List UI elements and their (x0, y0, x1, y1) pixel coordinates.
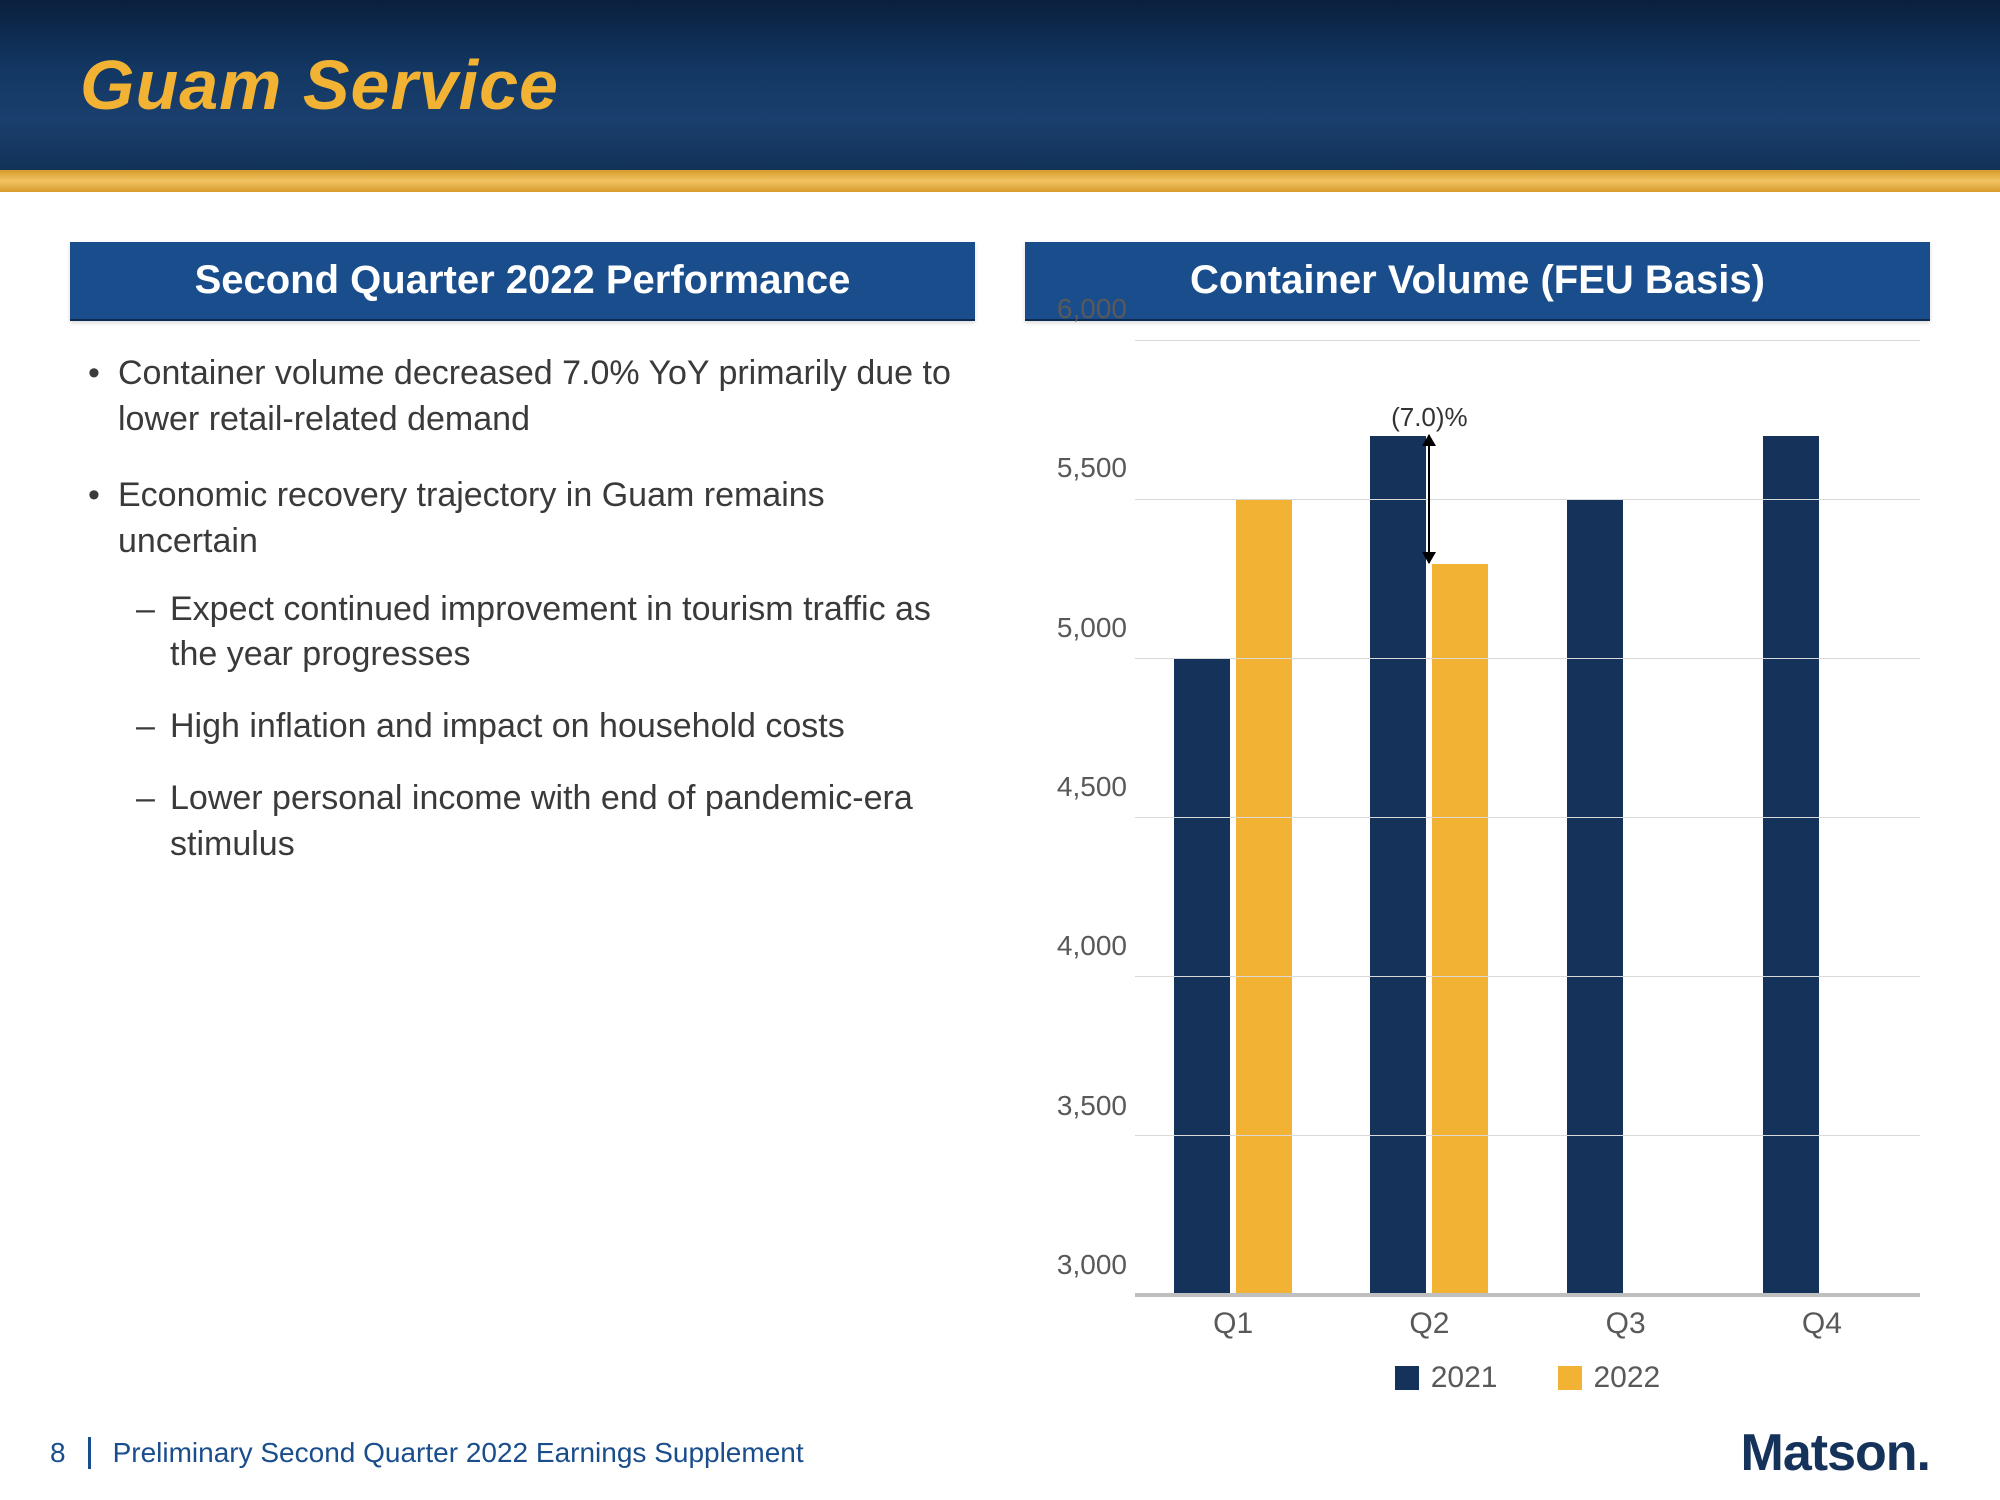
slide-header: Guam Service (0, 0, 2000, 170)
bullet-item: Economic recovery trajectory in Guam rem… (80, 473, 965, 868)
bar-group (1528, 341, 1724, 1295)
chart-annotation: (7.0)% (1389, 402, 1469, 564)
chart-plot-area: (7.0)% (1135, 341, 1920, 1297)
grid-line (1135, 340, 1920, 341)
legend-swatch (1558, 1366, 1582, 1390)
x-tick-label: Q4 (1724, 1297, 1920, 1341)
x-tick-label: Q1 (1135, 1297, 1331, 1341)
bar-group (1135, 341, 1331, 1295)
volume-bar-chart: 3,0003,5004,0004,5005,0005,5006,000 (7.0… (1035, 341, 1920, 1297)
y-tick-label: 3,000 (1057, 1249, 1127, 1281)
matson-logo: Matson. (1741, 1423, 1930, 1483)
y-tick-label: 4,500 (1057, 771, 1127, 803)
grid-line (1135, 1293, 1920, 1295)
sub-bullet-item: Expect continued improvement in tourism … (118, 587, 965, 679)
sub-bullet-item: High inflation and impact on household c… (118, 704, 965, 750)
x-tick-label: Q2 (1331, 1297, 1527, 1341)
bar (1567, 500, 1623, 1295)
y-tick-label: 5,500 (1057, 452, 1127, 484)
chart-legend: 2021 2022 (1035, 1341, 1920, 1405)
x-tick-label: Q3 (1528, 1297, 1724, 1341)
grid-line (1135, 976, 1920, 977)
legend-label: 2021 (1431, 1361, 1498, 1395)
bullet-item: Container volume decreased 7.0% YoY prim… (80, 351, 965, 443)
bar (1236, 500, 1292, 1295)
bar (1370, 436, 1426, 1295)
bar-group (1724, 341, 1920, 1295)
y-tick-label: 4,000 (1057, 930, 1127, 962)
performance-section-header: Second Quarter 2022 Performance (70, 242, 975, 321)
legend-item: 2022 (1558, 1361, 1661, 1395)
grid-line (1135, 1135, 1920, 1136)
grid-line (1135, 499, 1920, 500)
legend-swatch (1395, 1366, 1419, 1390)
bullet-list: Container volume decreased 7.0% YoY prim… (70, 321, 975, 898)
legend-label: 2022 (1594, 1361, 1661, 1395)
bar (1432, 564, 1488, 1295)
sub-bullet-item: Lower personal income with end of pandem… (118, 776, 965, 868)
slide-title: Guam Service (80, 45, 559, 125)
y-tick-label: 5,000 (1057, 612, 1127, 644)
legend-item: 2021 (1395, 1361, 1498, 1395)
annotation-label: (7.0)% (1389, 402, 1469, 433)
y-tick-label: 3,500 (1057, 1090, 1127, 1122)
right-column: Container Volume (FEU Basis) 3,000 3,500 4… (1025, 242, 1930, 1405)
chart-y-axis: 3,0003,5004,0004,5005,0005,5006,000 (1035, 341, 1135, 1297)
page-number: 8 (50, 1437, 91, 1469)
y-tick-label: 6,000 (1057, 293, 1127, 325)
chart-section-header: Container Volume (FEU Basis) (1025, 242, 1930, 321)
footer-text: Preliminary Second Quarter 2022 Earnings… (113, 1437, 804, 1469)
left-column: Second Quarter 2022 Performance Containe… (70, 242, 975, 1405)
bar (1763, 436, 1819, 1295)
grid-line (1135, 817, 1920, 818)
header-stripe (0, 170, 2000, 192)
slide-footer: 8 Preliminary Second Quarter 2022 Earnin… (0, 1405, 2000, 1500)
chart-x-axis: Q1Q2Q3Q4 (1035, 1297, 1920, 1341)
grid-line (1135, 658, 1920, 659)
